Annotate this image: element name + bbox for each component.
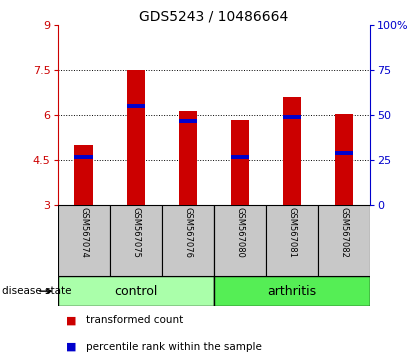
Bar — [74, 155, 93, 159]
Bar — [214, 205, 266, 276]
Bar — [335, 114, 353, 205]
Bar — [58, 205, 110, 276]
Bar — [283, 97, 301, 205]
Text: transformed count: transformed count — [86, 315, 184, 325]
Text: ■: ■ — [66, 342, 76, 352]
Bar — [266, 205, 318, 276]
Bar — [318, 205, 370, 276]
Bar — [178, 110, 197, 205]
Text: percentile rank within the sample: percentile rank within the sample — [86, 342, 262, 352]
Text: control: control — [114, 285, 157, 298]
Bar — [74, 145, 93, 205]
Bar — [231, 120, 249, 205]
Text: GSM567082: GSM567082 — [339, 207, 349, 258]
Bar — [127, 70, 145, 205]
Bar — [283, 115, 301, 119]
Text: arthritis: arthritis — [267, 285, 316, 298]
Bar — [335, 151, 353, 155]
Bar — [162, 205, 214, 276]
Text: GSM567076: GSM567076 — [183, 207, 192, 258]
Text: disease state: disease state — [2, 286, 72, 296]
Bar — [127, 104, 145, 108]
Title: GDS5243 / 10486664: GDS5243 / 10486664 — [139, 10, 289, 24]
Text: GSM567081: GSM567081 — [287, 207, 296, 258]
Text: GSM567080: GSM567080 — [235, 207, 244, 258]
Bar — [178, 119, 197, 123]
Text: ■: ■ — [66, 315, 76, 325]
Bar — [110, 205, 162, 276]
Text: GSM567075: GSM567075 — [131, 207, 140, 258]
Bar — [214, 276, 370, 306]
Text: GSM567074: GSM567074 — [79, 207, 88, 258]
Bar — [231, 155, 249, 159]
Bar — [58, 276, 214, 306]
